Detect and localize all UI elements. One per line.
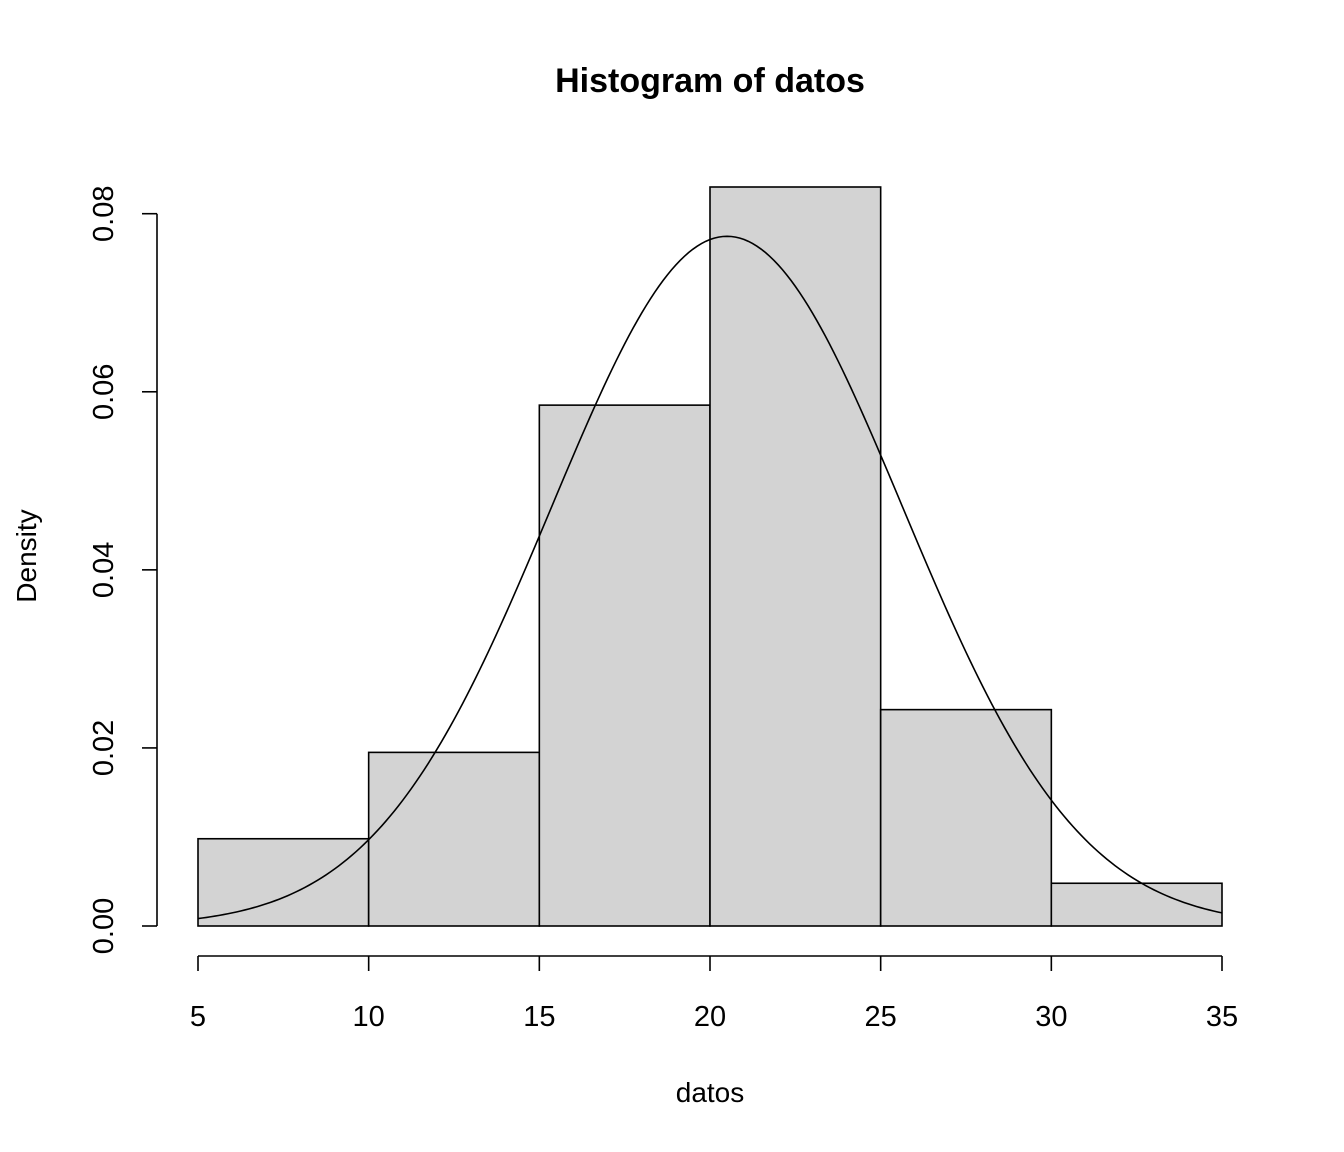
y-axis: 0.00 0.02 0.04 0.06 0.08 xyxy=(88,185,158,954)
histogram-bar xyxy=(1050,882,1223,927)
x-tick-label: 20 xyxy=(694,1001,726,1033)
chart-title: Histogram of datos xyxy=(555,62,865,100)
x-tick-label: 25 xyxy=(865,1001,897,1033)
x-tick-label: 30 xyxy=(1035,1001,1067,1033)
y-axis-label: Density xyxy=(11,509,42,602)
histogram-bars xyxy=(197,186,1223,927)
x-tick-label: 35 xyxy=(1206,1001,1238,1033)
y-tick-label: 0.04 xyxy=(88,542,120,598)
x-axis-label: datos xyxy=(676,1077,745,1108)
x-tick-label: 5 xyxy=(190,1001,206,1033)
histogram-bar xyxy=(197,837,370,927)
y-tick-label: 0.00 xyxy=(88,898,120,954)
y-tick-label: 0.08 xyxy=(88,185,120,241)
x-axis: 5 10 15 20 25 30 35 xyxy=(190,955,1238,1033)
histogram-bar xyxy=(879,708,1053,927)
x-tick-label: 10 xyxy=(353,1001,385,1033)
y-tick-label: 0.06 xyxy=(88,364,120,420)
histogram-bar xyxy=(367,751,541,927)
y-tick-label: 0.02 xyxy=(88,720,120,776)
histogram-bar xyxy=(538,404,711,927)
histogram-bar xyxy=(709,186,882,927)
x-tick-label: 15 xyxy=(523,1001,555,1033)
density-curve xyxy=(197,235,1223,920)
